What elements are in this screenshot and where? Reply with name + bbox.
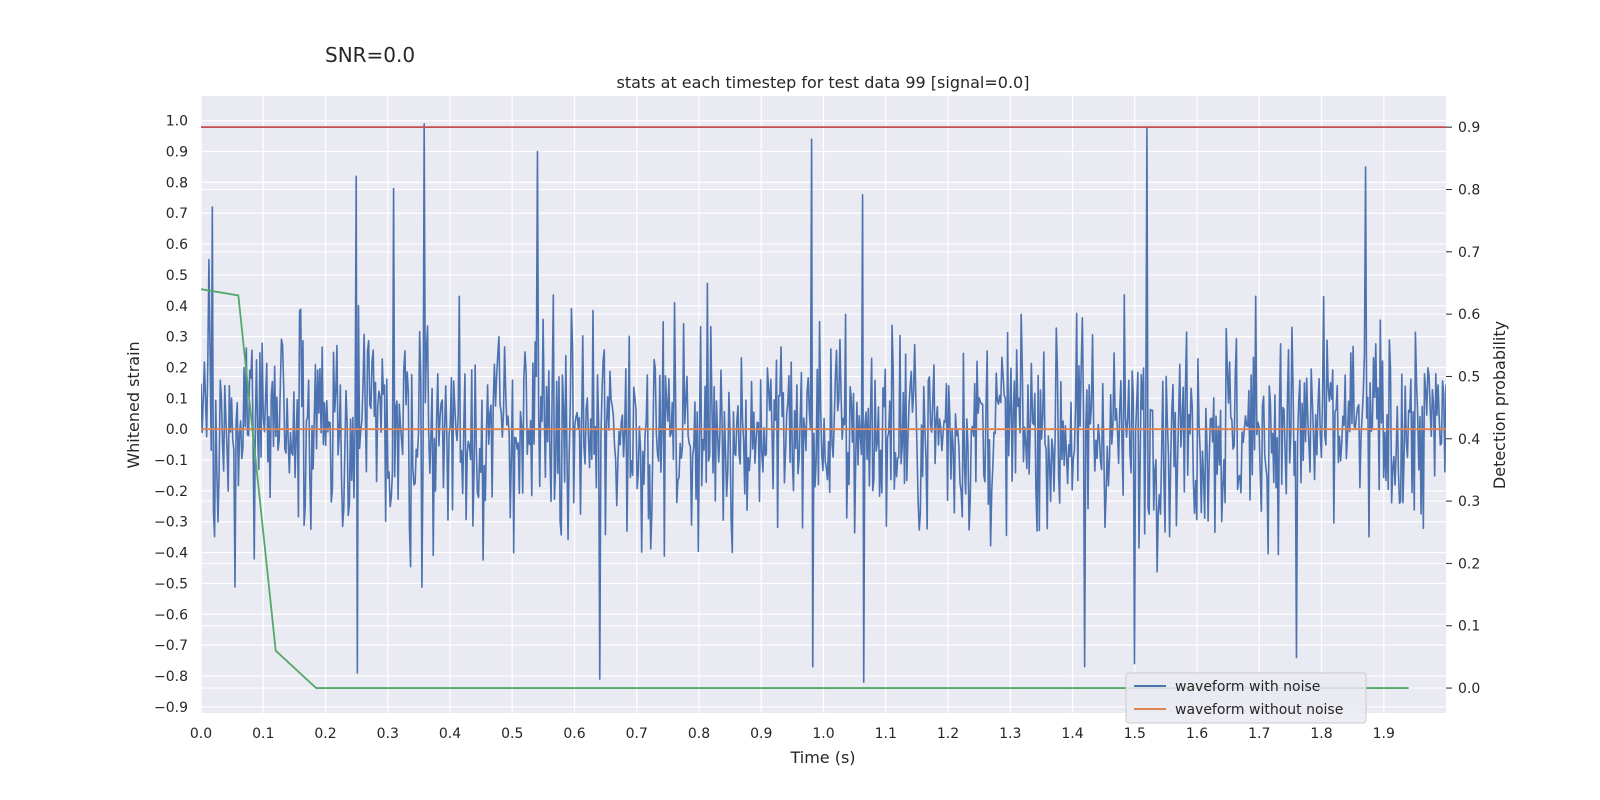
y-tick-label: −0.9 <box>154 700 188 716</box>
x-tick-label: 1.8 <box>1310 726 1332 742</box>
y-tick-label: −0.8 <box>154 669 188 685</box>
x-tick-label: 1.7 <box>1248 726 1270 742</box>
y-tick-label: −0.1 <box>154 453 188 469</box>
y2-tick-labels: 0.9 0.8 0.7 0.6 0.5 0.4 0.3 0.2 0.1 0.0 <box>1446 120 1480 697</box>
y-tick-labels: 1.0 0.9 0.8 0.7 0.6 0.5 0.4 0.3 0.2 0.1 0.0 −0.1 −0.… <box>154 114 188 716</box>
series-layer <box>201 122 1446 689</box>
chart-title: stats at each timestep for test data 99 … <box>617 73 1030 92</box>
y-tick-label: 0.0 <box>166 422 188 438</box>
y-tick-label: −0.6 <box>154 607 188 623</box>
x-tick-label: 0.8 <box>688 726 710 742</box>
y2-tick-label: 0.0 <box>1458 681 1480 697</box>
x-tick-label: 1.4 <box>1061 726 1083 742</box>
y2-axis-label: Detection probability <box>1490 321 1509 489</box>
legend-label-clean: waveform without noise <box>1175 702 1343 718</box>
series-detection-probability <box>201 288 1409 689</box>
x-tick-label: 0.1 <box>252 726 274 742</box>
x-tick-label: 1.5 <box>1124 726 1146 742</box>
x-tick-label: 0.0 <box>190 726 212 742</box>
x-tick-label: 1.0 <box>812 726 834 742</box>
y-tick-label: 0.2 <box>166 360 188 376</box>
y-tick-label: 0.6 <box>166 237 188 253</box>
x-tick-label: 1.2 <box>937 726 959 742</box>
y-tick-label: 0.7 <box>166 206 188 222</box>
x-tick-label: 0.3 <box>377 726 399 742</box>
y2-tick-label: 0.4 <box>1458 432 1480 448</box>
x-tick-label: 0.9 <box>750 726 772 742</box>
x-tick-label: 1.3 <box>999 726 1021 742</box>
y2-tick-label: 0.8 <box>1458 182 1480 198</box>
x-tick-label: 0.4 <box>439 726 461 742</box>
y2-tick-label: 0.5 <box>1458 369 1480 385</box>
y-tick-label: 0.1 <box>166 391 188 407</box>
chart-suptitle: SNR=0.0 <box>325 43 415 67</box>
x-tick-label: 0.7 <box>626 726 648 742</box>
x-tick-label: 1.1 <box>875 726 897 742</box>
y-tick-label: −0.5 <box>154 576 188 592</box>
y-tick-label: 1.0 <box>166 114 188 130</box>
y-tick-label: 0.4 <box>166 299 188 315</box>
y-tick-label: 0.8 <box>166 175 188 191</box>
y-tick-label: −0.7 <box>154 638 188 654</box>
series-waveform-with-noise <box>201 122 1446 683</box>
y-tick-label: 0.9 <box>166 145 188 161</box>
x-tick-label: 1.6 <box>1186 726 1208 742</box>
x-tick-labels: 0.0 0.1 0.2 0.3 0.4 0.5 0.6 0.7 0.8 0.9 1.0 1.1 1.2 1… <box>190 726 1395 742</box>
y2-tick-label: 0.6 <box>1458 307 1480 323</box>
y-tick-label: −0.2 <box>154 484 188 500</box>
y-tick-label: −0.4 <box>154 546 188 562</box>
y-tick-label: 0.3 <box>166 330 188 346</box>
legend: waveform with noise waveform without noi… <box>1125 672 1367 724</box>
y2-tick-label: 0.7 <box>1458 245 1480 261</box>
x-tick-label: 0.6 <box>563 726 585 742</box>
x-tick-label: 0.5 <box>501 726 523 742</box>
legend-box <box>1125 672 1367 724</box>
y2-tick-label: 0.3 <box>1458 494 1480 510</box>
y2-tick-label: 0.2 <box>1458 556 1480 572</box>
x-tick-label: 1.9 <box>1373 726 1395 742</box>
y-tick-label: −0.3 <box>154 515 188 531</box>
legend-label-noise: waveform with noise <box>1175 679 1320 695</box>
y2-tick-label: 0.9 <box>1458 120 1480 136</box>
x-axis-label: Time (s) <box>789 748 855 767</box>
y-tick-label: 0.5 <box>166 268 188 284</box>
y2-tick-label: 0.1 <box>1458 619 1480 635</box>
y-axis-label: Whitened strain <box>124 341 143 468</box>
x-tick-label: 0.2 <box>314 726 336 742</box>
